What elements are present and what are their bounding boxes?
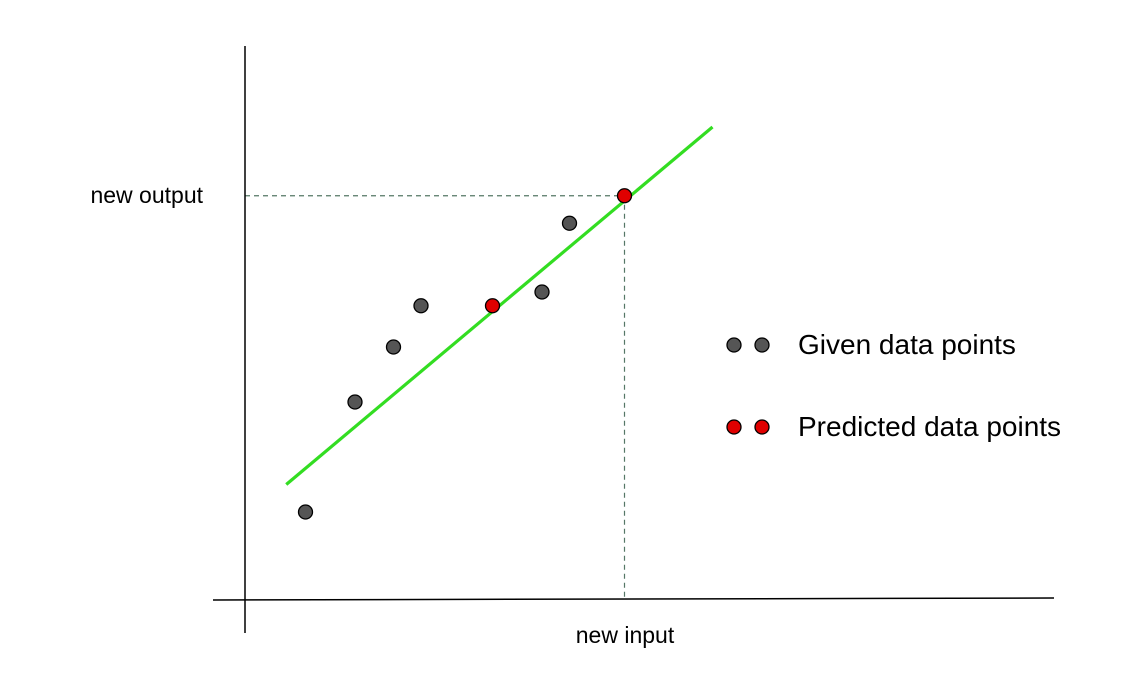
given-data-point — [561, 215, 578, 231]
legend-dot-given — [754, 337, 770, 353]
given-data-point — [413, 298, 429, 314]
legend-item-predicted: Predicted data points — [726, 411, 1061, 442]
legend-marker-predicted — [726, 419, 770, 435]
legend-dot-predicted — [754, 419, 770, 435]
guide-lines — [245, 195, 626, 600]
given-data-point — [347, 394, 363, 410]
predicted-data-point — [484, 298, 501, 314]
predicted-data-point — [616, 188, 633, 204]
legend: Given data points Predicted data points — [726, 329, 1061, 442]
legend-dot-given — [726, 337, 742, 353]
legend-item-given: Given data points — [726, 329, 1016, 360]
x-axis — [212, 597, 1055, 601]
given-data-point — [385, 339, 402, 355]
data-points — [297, 188, 633, 520]
y-axis-label: new output — [90, 182, 203, 208]
legend-label-given: Given data points — [798, 329, 1016, 360]
given-data-point — [297, 504, 314, 520]
legend-dot-predicted — [726, 419, 742, 435]
legend-marker-given — [726, 337, 770, 353]
x-axis-label: new input — [576, 622, 675, 648]
given-data-point — [534, 284, 550, 300]
legend-label-predicted: Predicted data points — [798, 411, 1061, 442]
